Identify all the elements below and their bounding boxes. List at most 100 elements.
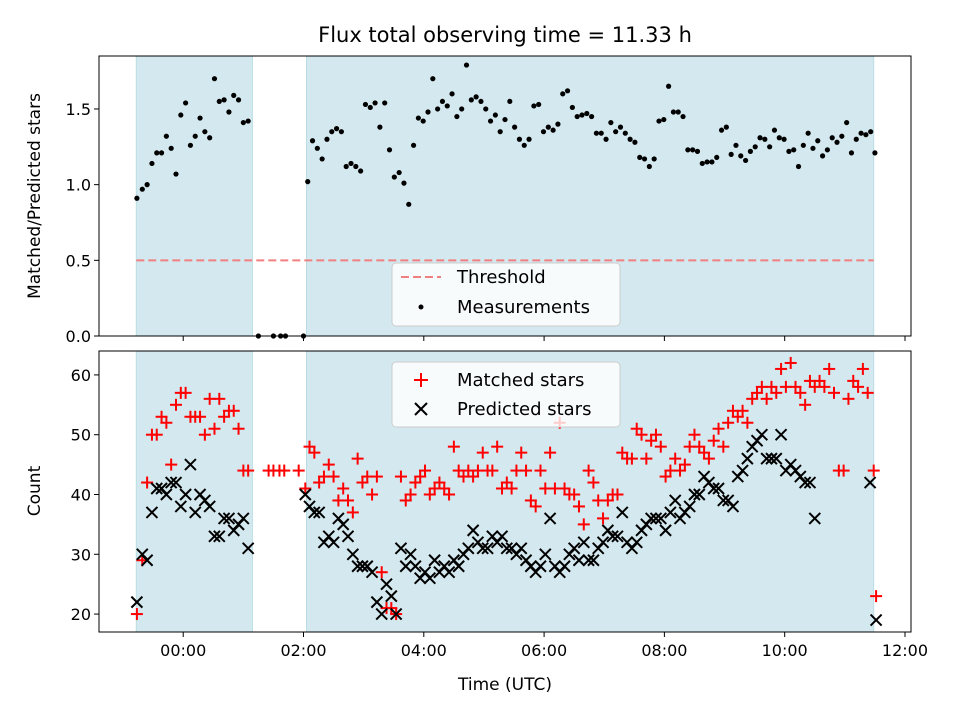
measurement-point <box>415 115 421 121</box>
matched-star-point <box>327 470 340 483</box>
ratio-panel: 0.0 0.5 1.0 1.5 Matched/Predicted stars Thr… <box>25 55 912 346</box>
matched-star-point <box>870 590 883 603</box>
measurement-point <box>632 139 638 145</box>
predicted-star-point <box>169 476 183 489</box>
matched-star-point <box>625 452 638 465</box>
measurement-point <box>868 129 874 135</box>
predicted-star-point <box>164 476 178 489</box>
measurement-point <box>863 132 869 138</box>
predicted-star-point <box>693 488 706 501</box>
predicted-star-point <box>500 542 514 555</box>
measurement-point <box>829 135 835 141</box>
predicted-star-point <box>237 512 250 525</box>
measurement-point <box>483 106 489 112</box>
measurement-point <box>637 154 643 161</box>
predicted-star-point <box>760 452 773 465</box>
plot-frame <box>98 55 912 337</box>
measurement-point <box>178 112 184 118</box>
measurement-point <box>358 168 364 174</box>
measurement-point <box>704 159 710 165</box>
measurement-point <box>314 145 320 151</box>
matched-star-point <box>227 404 240 417</box>
y-axis-ticks: 0.0 0.5 1.0 1.5 <box>66 100 99 346</box>
predicted-star-point <box>179 488 192 501</box>
legend-matched-swatch <box>414 373 428 387</box>
matched-star-point <box>582 464 595 477</box>
predicted-star-point <box>462 542 475 555</box>
measurement-point <box>622 130 628 136</box>
measurement-point <box>240 119 246 126</box>
measurement-point <box>690 147 696 153</box>
matched-star-point <box>712 422 725 435</box>
measurement-point <box>521 142 527 148</box>
predicted-star-point <box>659 524 672 537</box>
predicted-star-point <box>150 482 163 495</box>
measurement-point <box>767 144 773 150</box>
predicted-star-point <box>222 512 236 525</box>
predicted-star-point <box>587 554 600 567</box>
measurement-point <box>163 133 169 139</box>
predicted-star-point <box>404 548 417 561</box>
measurement-point <box>245 118 251 124</box>
measurement-point <box>666 83 672 89</box>
predicted-star-point <box>409 560 422 573</box>
measurement-point <box>781 136 787 142</box>
count-panel: 20 30 40 50 60 00:00 02:00 04:00 06:00 08:00 10:0… <box>25 350 928 695</box>
matched-star-point <box>823 362 836 375</box>
matched-star-point <box>419 464 432 477</box>
y-tick-label: 60 <box>71 366 91 385</box>
predicted-star-point <box>774 428 788 441</box>
measurement-point <box>144 182 150 188</box>
matched-star-point <box>179 386 192 399</box>
measurement-point <box>858 130 864 136</box>
predicted-star-point <box>808 512 821 525</box>
matched-star-point <box>770 386 783 399</box>
measurement-point <box>324 136 330 142</box>
measurement-point <box>362 101 369 108</box>
x-tick-label: 04:00 <box>401 641 447 660</box>
matched-star-point <box>232 422 245 435</box>
predicted-star-point <box>399 560 412 573</box>
y-axis-ticks: 20 30 40 50 60 <box>71 366 99 624</box>
measurement-point <box>319 156 325 162</box>
predicted-star-point <box>312 506 326 519</box>
matched-star-point <box>654 440 667 453</box>
measurement-point <box>771 127 778 133</box>
y-tick-label: 40 <box>71 485 91 504</box>
predicted-star-point <box>370 595 384 609</box>
matched-star-point <box>597 512 610 525</box>
measurement-point <box>795 163 802 170</box>
measurement-point <box>386 147 393 153</box>
measurement-point <box>401 180 407 186</box>
predicted-star-point <box>356 560 369 573</box>
predicted-star-point <box>346 548 360 561</box>
measurement-point <box>526 136 532 142</box>
predicted-star-point <box>664 506 677 519</box>
matched-star-point <box>375 566 388 579</box>
matched-star-point <box>587 476 600 489</box>
measurement-point <box>839 133 845 139</box>
matched-star-point <box>722 416 735 429</box>
matched-star-point <box>160 416 173 429</box>
matched-star-point <box>169 398 182 411</box>
measurement-point <box>468 97 474 103</box>
measurement-point <box>848 150 855 156</box>
measurement-point <box>516 136 523 142</box>
observing-window-1 <box>135 350 253 633</box>
predicted-star-point <box>160 488 173 501</box>
measurement-point <box>656 118 662 124</box>
measurement-point <box>463 62 470 68</box>
measurement-point <box>810 145 816 151</box>
predicted-star-point <box>669 494 682 507</box>
measurement-point <box>454 113 460 120</box>
measurement-point <box>699 160 705 167</box>
measurement-point <box>531 103 537 109</box>
measurement-point <box>183 100 189 106</box>
measurement-point <box>651 156 657 162</box>
measurement-point <box>555 121 561 127</box>
measurement-point <box>762 136 768 142</box>
matched-star-point <box>529 500 542 513</box>
legend-threshold-label: Threshold <box>456 267 546 288</box>
matched-star-point <box>292 464 305 477</box>
predicted-star-point <box>481 542 494 555</box>
